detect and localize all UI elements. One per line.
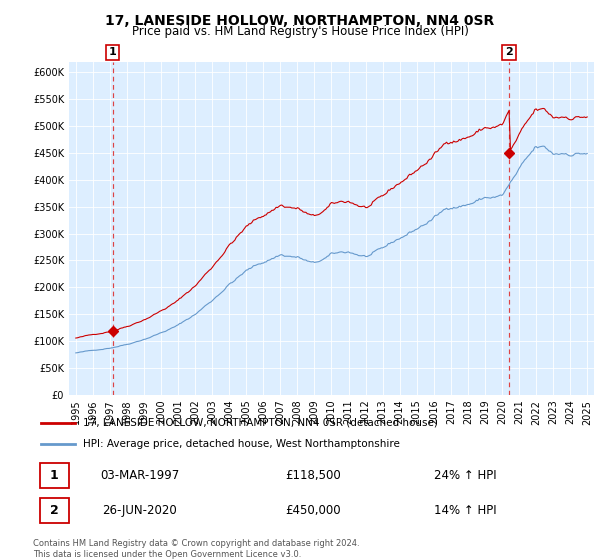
Text: 17, LANESIDE HOLLOW, NORTHAMPTON, NN4 0SR (detached house): 17, LANESIDE HOLLOW, NORTHAMPTON, NN4 0S… bbox=[83, 418, 439, 428]
Bar bbox=[40, 498, 69, 523]
Text: 03-MAR-1997: 03-MAR-1997 bbox=[100, 469, 179, 482]
Bar bbox=[40, 463, 69, 488]
Text: £118,500: £118,500 bbox=[286, 469, 341, 482]
Text: 1: 1 bbox=[109, 48, 116, 58]
Text: 2: 2 bbox=[50, 504, 59, 517]
Text: 26-JUN-2020: 26-JUN-2020 bbox=[102, 504, 177, 517]
Text: HPI: Average price, detached house, West Northamptonshire: HPI: Average price, detached house, West… bbox=[83, 439, 400, 449]
Text: 2: 2 bbox=[505, 48, 513, 58]
Text: £450,000: £450,000 bbox=[286, 504, 341, 517]
Text: 17, LANESIDE HOLLOW, NORTHAMPTON, NN4 0SR: 17, LANESIDE HOLLOW, NORTHAMPTON, NN4 0S… bbox=[106, 14, 494, 28]
Text: 1: 1 bbox=[50, 469, 59, 482]
Text: Price paid vs. HM Land Registry's House Price Index (HPI): Price paid vs. HM Land Registry's House … bbox=[131, 25, 469, 38]
Text: 14% ↑ HPI: 14% ↑ HPI bbox=[434, 504, 496, 517]
Text: 24% ↑ HPI: 24% ↑ HPI bbox=[434, 469, 496, 482]
Text: Contains HM Land Registry data © Crown copyright and database right 2024.
This d: Contains HM Land Registry data © Crown c… bbox=[33, 539, 359, 559]
